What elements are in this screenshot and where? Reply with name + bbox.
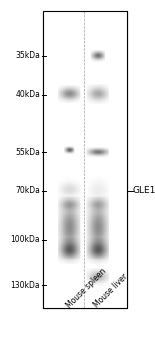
Bar — [43, 10, 127, 308]
Text: Mouse liver: Mouse liver — [92, 272, 130, 310]
Text: Mouse spleen: Mouse spleen — [64, 266, 108, 310]
Text: 55kDa: 55kDa — [16, 148, 40, 157]
Text: 100kDa: 100kDa — [11, 235, 40, 244]
Bar — [43, 10, 127, 308]
Text: 35kDa: 35kDa — [16, 51, 40, 61]
Text: 130kDa: 130kDa — [11, 281, 40, 290]
Text: 70kDa: 70kDa — [16, 186, 40, 195]
Text: 40kDa: 40kDa — [16, 90, 40, 99]
Text: GLE1: GLE1 — [133, 186, 155, 195]
